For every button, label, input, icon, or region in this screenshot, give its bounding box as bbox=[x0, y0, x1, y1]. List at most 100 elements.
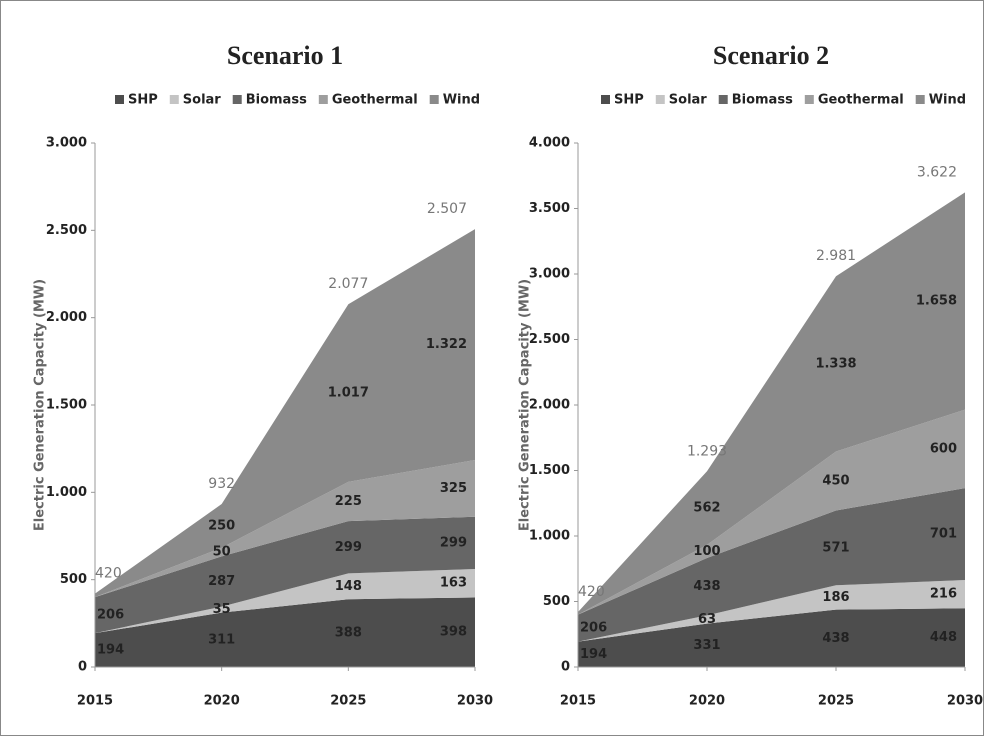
y-tick-label: 3.000 bbox=[529, 267, 570, 282]
data-label: 438 bbox=[822, 631, 849, 646]
data-label: 206 bbox=[97, 608, 124, 623]
data-label: 194 bbox=[580, 647, 607, 662]
area bbox=[578, 192, 965, 615]
y-axis-label: Electric Generation Capacity (MW) bbox=[33, 279, 48, 531]
data-label: 216 bbox=[930, 587, 957, 602]
data-label: 398 bbox=[440, 625, 467, 640]
area bbox=[578, 488, 965, 642]
data-label: 299 bbox=[335, 540, 362, 555]
y-tick-label: 2.500 bbox=[46, 223, 87, 238]
legend-marker bbox=[115, 95, 124, 104]
legend-marker bbox=[718, 95, 728, 104]
x-tick-label: 2030 bbox=[457, 694, 493, 709]
legend-marker bbox=[804, 95, 814, 104]
y-tick-label: 3.500 bbox=[529, 201, 570, 216]
data-label: 100 bbox=[693, 544, 720, 559]
data-label: 701 bbox=[930, 527, 957, 542]
y-tick-label: 500 bbox=[60, 572, 87, 587]
area bbox=[95, 569, 475, 634]
legend-label: Biomass bbox=[246, 93, 307, 108]
data-label: 186 bbox=[822, 590, 849, 605]
x-tick-label: 2025 bbox=[818, 694, 854, 709]
area bbox=[578, 608, 965, 667]
data-label: 1.322 bbox=[426, 337, 467, 352]
legend-label: SHP bbox=[128, 93, 158, 108]
total-label: 1.293 bbox=[687, 443, 727, 459]
data-label: 600 bbox=[930, 441, 957, 456]
data-label: 450 bbox=[822, 473, 849, 488]
x-tick-label: 2030 bbox=[947, 694, 983, 709]
x-tick-label: 2015 bbox=[560, 694, 596, 709]
data-label: 331 bbox=[693, 638, 720, 653]
chart-title: Scenario 1 bbox=[227, 41, 343, 70]
data-label: 35 bbox=[213, 602, 231, 617]
total-label: 2.077 bbox=[328, 276, 368, 292]
y-tick-label: 2.500 bbox=[529, 332, 570, 347]
data-label: 1.017 bbox=[328, 386, 369, 401]
data-label: 250 bbox=[208, 518, 235, 533]
data-label: 206 bbox=[580, 621, 607, 636]
area bbox=[95, 229, 475, 598]
data-label: 325 bbox=[440, 481, 467, 496]
total-label: 2.981 bbox=[816, 248, 856, 264]
legend-label: Solar bbox=[183, 93, 222, 108]
y-tick-label: 0 bbox=[561, 660, 570, 675]
legend-label: Geothermal bbox=[332, 93, 418, 108]
y-tick-label: 1.000 bbox=[529, 529, 570, 544]
legend-label: Wind bbox=[929, 93, 966, 108]
area bbox=[578, 409, 965, 615]
y-tick-label: 1.000 bbox=[46, 485, 87, 500]
data-label: 1.338 bbox=[815, 356, 856, 371]
legend-label: SHP bbox=[614, 93, 644, 108]
legend-marker bbox=[169, 95, 179, 104]
legend-label: Wind bbox=[443, 93, 480, 108]
area bbox=[95, 460, 475, 598]
y-tick-label: 500 bbox=[543, 594, 570, 609]
data-label: 148 bbox=[335, 579, 362, 594]
y-tick-label: 2.000 bbox=[46, 310, 87, 325]
data-label: 63 bbox=[698, 612, 716, 627]
data-label: 562 bbox=[693, 501, 720, 516]
data-label: 163 bbox=[440, 576, 467, 591]
data-label: 571 bbox=[822, 540, 849, 555]
x-tick-label: 2020 bbox=[204, 694, 240, 709]
data-label: 50 bbox=[213, 545, 231, 560]
x-tick-label: 2015 bbox=[77, 694, 113, 709]
y-tick-label: 0 bbox=[78, 660, 87, 675]
data-label: 287 bbox=[208, 574, 235, 589]
y-tick-label: 2.000 bbox=[529, 398, 570, 413]
total-label: 420 bbox=[578, 584, 605, 600]
total-label: 420 bbox=[95, 566, 122, 582]
y-tick-label: 4.000 bbox=[529, 136, 570, 151]
legend-label: Biomass bbox=[732, 93, 793, 108]
area bbox=[95, 597, 475, 667]
data-label: 299 bbox=[440, 535, 467, 550]
legend-marker bbox=[601, 95, 610, 104]
data-label: 1.658 bbox=[916, 293, 957, 308]
x-tick-label: 2020 bbox=[689, 694, 725, 709]
legend-marker bbox=[232, 95, 242, 104]
legend-marker bbox=[915, 95, 925, 104]
legend-marker bbox=[318, 95, 328, 104]
area bbox=[578, 580, 965, 642]
total-label: 932 bbox=[208, 476, 235, 492]
data-label: 225 bbox=[335, 494, 362, 509]
y-tick-label: 1.500 bbox=[46, 398, 87, 413]
data-label: 448 bbox=[930, 630, 957, 645]
y-tick-label: 1.500 bbox=[529, 463, 570, 478]
total-label: 2.507 bbox=[427, 201, 467, 217]
legend-label: Solar bbox=[669, 93, 708, 108]
x-tick-label: 2025 bbox=[330, 694, 366, 709]
chart-title: Scenario 2 bbox=[713, 41, 829, 70]
legend-marker bbox=[429, 95, 439, 104]
total-label: 3.622 bbox=[917, 164, 957, 180]
area bbox=[95, 516, 475, 634]
legend-marker bbox=[655, 95, 665, 104]
data-label: 388 bbox=[335, 626, 362, 641]
data-label: 438 bbox=[693, 579, 720, 594]
data-label: 194 bbox=[97, 643, 124, 658]
y-axis-label: Electric Generation Capacity (MW) bbox=[518, 279, 533, 531]
y-tick-label: 3.000 bbox=[46, 136, 87, 151]
data-label: 311 bbox=[208, 632, 235, 647]
